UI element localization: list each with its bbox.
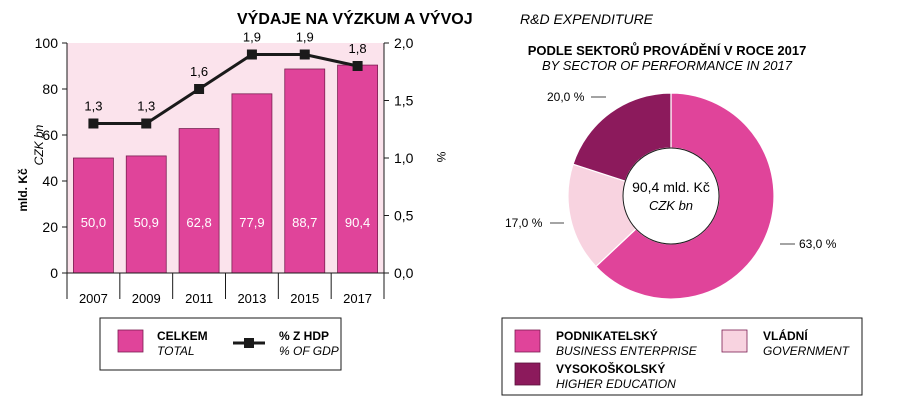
x-tick-label-2009: 2009: [132, 291, 161, 306]
gdp-value-label-2017: 1,8: [349, 41, 367, 56]
left-tick-label: 0: [50, 265, 58, 281]
gdp-marker-2009: [141, 118, 152, 129]
x-tick-label-2015: 2015: [290, 291, 319, 306]
x-axis: 2007 2009 2011 2013 2015 2017: [66, 272, 385, 306]
legend-total-en: TOTAL: [157, 344, 195, 358]
x-tick-label-2011: 2011: [185, 291, 213, 306]
gdp-value-label-2011: 1,6: [190, 64, 208, 79]
left-tick-label: 40: [42, 173, 58, 189]
donut-hole: [622, 147, 720, 245]
gdp-marker-2017: [352, 61, 363, 71]
right-tick-label: 1,0: [394, 150, 414, 166]
right-axis: 0,0 0,5 1,0 1,5 2,0: [383, 35, 414, 281]
bar-legend-frame: [99, 317, 342, 371]
bar-value-label-2009: 50,9: [134, 215, 159, 230]
right-tick-label: 0,0: [394, 265, 414, 281]
donut-center-unit: CZK bn: [649, 198, 693, 213]
donut-legend-frame: [501, 317, 863, 396]
bar-2013: [231, 93, 273, 274]
bar-value-label-2013: 77,9: [239, 215, 264, 230]
x-tick-label-2007: 2007: [79, 291, 108, 306]
bar-2017: [337, 64, 378, 274]
bar-series: 50,0 50,9 62,8 77,9 88,7 90,4: [73, 64, 378, 274]
donut-subtitle: BY SECTOR OF PERFORMANCE IN 2017: [542, 58, 793, 73]
gdp-value-label-2007: 1,3: [84, 99, 102, 114]
y-axis-label-cz: mld. Kč: [16, 168, 30, 212]
bar-2015: [284, 68, 326, 274]
plot-background: [67, 43, 384, 273]
slice-label-government: 17,0 %: [505, 216, 543, 230]
main-title-cz: VÝDAJE NA VÝZKUM A VÝVOJ: [237, 9, 473, 28]
legend-business-en: BUSINESS ENTERPRISE: [556, 344, 698, 358]
donut-title: PODLE SEKTORŮ PROVÁDĚNÍ V ROCE 2017: [528, 42, 807, 58]
right-tick-label: 0,5: [394, 208, 414, 224]
gdp-value-label-2013: 1,9: [243, 30, 261, 45]
gdp-marker-2013: [246, 49, 257, 60]
legend-swatch-government: [721, 329, 748, 353]
gdp-marker-2007: [88, 118, 99, 129]
gdp-line-series: 1,3 1,3 1,6 1,9 1,9 1,8: [84, 30, 367, 129]
main-title-en: R&D EXPENDITURE: [520, 11, 654, 27]
bar-value-label-2007: 50,0: [81, 215, 106, 230]
legend-swatch-total: [117, 329, 144, 353]
bar-value-label-2011: 62,8: [186, 215, 211, 230]
legend-total-cz: CELKEM: [157, 329, 208, 343]
legend-higher-education-cz: VYSOKOŠKOLSKÝ: [556, 361, 665, 376]
slice-label-business: 63,0 %: [799, 237, 837, 251]
bar-2007: [73, 157, 114, 274]
left-tick-label: 20: [42, 219, 58, 235]
left-tick-label: 100: [35, 35, 59, 51]
legend-marker-sample: [244, 338, 254, 348]
bar-2011: [178, 128, 220, 274]
gdp-line: [93, 53, 358, 125]
legend-business-cz: PODNIKATELSKÝ: [556, 328, 658, 343]
legend-government-en: GOVERNMENT: [763, 344, 851, 358]
legend-gdp-cz: % Z HDP: [279, 329, 329, 343]
legend-swatch-business: [514, 329, 541, 353]
right-tick-label: 2,0: [394, 35, 414, 51]
left-tick-label: 60: [42, 127, 58, 143]
x-tick-label-2013: 2013: [237, 291, 266, 306]
gdp-marker-2015: [299, 49, 310, 60]
donut-chart: [567, 92, 775, 300]
x-tick-label-2017: 2017: [343, 291, 372, 306]
left-axis: 0 20 40 60 80 100: [35, 35, 68, 281]
bar-value-label-2017: 90,4: [345, 215, 370, 230]
right-tick-label: 1,5: [394, 93, 414, 109]
gdp-value-label-2009: 1,3: [137, 99, 155, 114]
slice-label-higher-education: 20,0 %: [547, 90, 585, 104]
gdp-marker-2011: [194, 84, 205, 94]
legend-gdp-en: % OF GDP: [279, 344, 339, 358]
donut-center-value: 90,4 mld. Kč: [632, 179, 710, 195]
bar-value-label-2015: 88,7: [292, 215, 317, 230]
legend-higher-education-en: HIGHER EDUCATION: [556, 377, 676, 391]
legend-government-cz: VLÁDNÍ: [763, 328, 808, 343]
y2-axis-label: %: [434, 152, 448, 163]
y-axis-label-en: CZK bn: [32, 124, 46, 165]
legend-swatch-higher-education: [514, 362, 541, 386]
gdp-value-label-2015: 1,9: [296, 30, 314, 45]
left-tick-label: 80: [42, 81, 58, 97]
